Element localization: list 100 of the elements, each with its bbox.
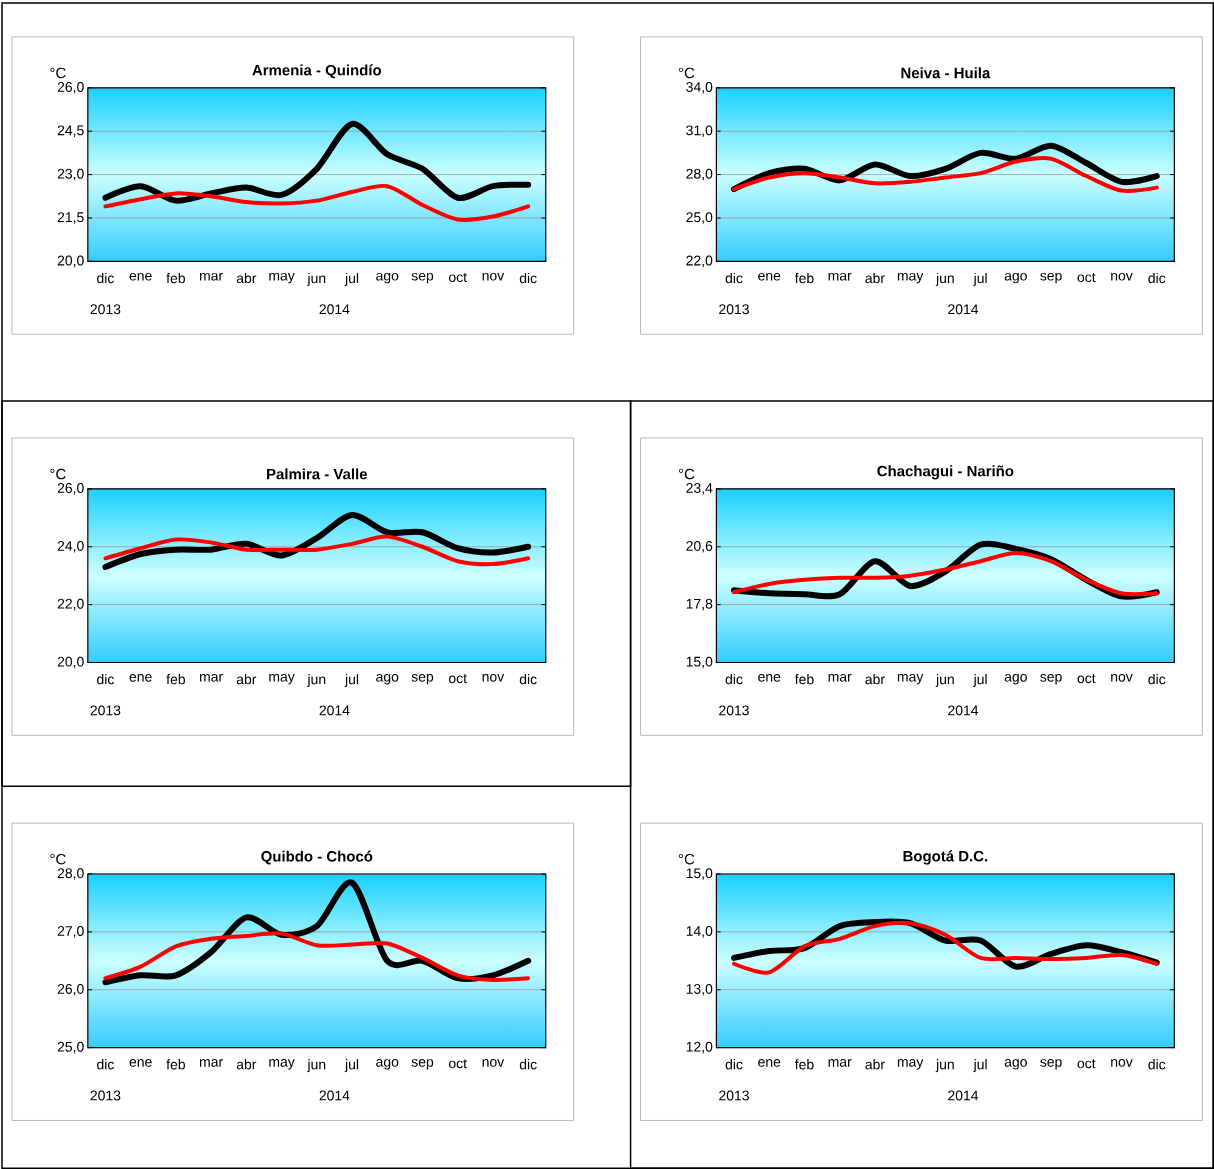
x-tick-label: nov bbox=[482, 673, 505, 682]
x-tick-label: dic bbox=[1148, 1059, 1166, 1070]
x-tick-label: nov bbox=[482, 272, 505, 281]
x-tick-label: dic bbox=[725, 673, 743, 685]
x-tick-label: ago bbox=[376, 272, 399, 284]
x-tick-label: abr bbox=[236, 1059, 257, 1070]
y-tick-label: 23,0 bbox=[57, 168, 84, 181]
chart-title: Palmira - Valle bbox=[267, 468, 368, 480]
x-tick-label: ago bbox=[376, 1059, 399, 1070]
y-tick-label: 31,0 bbox=[686, 125, 713, 137]
y-tick-label: 14,0 bbox=[686, 926, 713, 938]
y-axis-title: °C bbox=[50, 468, 66, 480]
x-tick-label: mar bbox=[828, 673, 852, 682]
x-tick-label: jul bbox=[344, 272, 359, 286]
x-tick-label: jul bbox=[973, 272, 987, 286]
x-tick-label: dic bbox=[1148, 673, 1166, 685]
x-tick-label: jun bbox=[935, 1059, 954, 1073]
x-tick-label: oct bbox=[448, 272, 467, 283]
y-tick-label: 26,0 bbox=[57, 483, 84, 495]
x-tick-label: feb bbox=[166, 272, 185, 284]
x-tick-label: dic bbox=[97, 1059, 114, 1070]
x-tick-label: dic bbox=[519, 272, 537, 284]
x-tick-label: feb bbox=[166, 673, 185, 685]
y-tick-label: 15,0 bbox=[686, 868, 713, 880]
y-tick-label: 26,0 bbox=[57, 983, 84, 996]
y-tick-label: 24,5 bbox=[57, 125, 84, 137]
x-tick-label: may bbox=[897, 673, 924, 685]
x-tick-label: jun bbox=[307, 1059, 326, 1073]
x-tick-label: dic bbox=[519, 673, 537, 685]
y-tick-label: 25,0 bbox=[57, 1041, 84, 1054]
x-tick-label: may bbox=[269, 1059, 295, 1070]
line-series bbox=[732, 550, 1159, 597]
line-series bbox=[103, 183, 531, 222]
x-tick-label: jun bbox=[307, 272, 326, 286]
x-tick-label: sep bbox=[1040, 1059, 1062, 1070]
x-tick-label: may bbox=[269, 272, 295, 284]
text: 2013 bbox=[90, 1090, 121, 1101]
x-tick-label: ene bbox=[129, 673, 152, 682]
x-tick-label: may bbox=[897, 1059, 924, 1070]
y-tick-label: 20,6 bbox=[686, 540, 713, 553]
text: 2013 bbox=[90, 705, 121, 716]
x-tick-label: nov bbox=[1111, 1059, 1133, 1067]
x-tick-label: ene bbox=[758, 673, 781, 682]
y-tick-label: 17,8 bbox=[686, 598, 713, 611]
x-tick-label: abr bbox=[865, 1059, 885, 1070]
chart-title: Chachagui - Nariño bbox=[877, 465, 1014, 480]
x-tick-label: feb bbox=[166, 1059, 185, 1070]
text: 2014 bbox=[948, 1090, 979, 1101]
y-axis-title: °C bbox=[50, 853, 66, 865]
text: 2014 bbox=[319, 304, 350, 315]
y-axis-title: °C bbox=[678, 67, 695, 79]
y-tick-label: 27,0 bbox=[57, 926, 84, 938]
x-tick-label: jul bbox=[344, 673, 359, 687]
x-tick-label: nov bbox=[1111, 272, 1133, 281]
x-tick-label: sep bbox=[1040, 673, 1062, 685]
x-tick-label: jul bbox=[973, 1059, 987, 1073]
x-tick-label: sep bbox=[411, 673, 434, 685]
x-tick-label: sep bbox=[1040, 272, 1062, 284]
chart-title: Neiva - Huila bbox=[901, 67, 991, 79]
x-tick-label: feb bbox=[794, 673, 814, 685]
x-tick-label: dic bbox=[725, 1059, 743, 1070]
chart-title: Bogotá D.C. bbox=[903, 850, 988, 865]
x-tick-label: mar bbox=[200, 673, 223, 682]
x-tick-label: oct bbox=[1077, 673, 1096, 684]
x-tick-label: ago bbox=[1004, 673, 1027, 685]
x-tick-label: jul bbox=[973, 673, 987, 687]
x-tick-label: ene bbox=[129, 1059, 152, 1067]
y-tick-label: 24,0 bbox=[57, 540, 84, 553]
line-series bbox=[103, 534, 531, 567]
x-tick-label: ene bbox=[758, 1059, 781, 1067]
x-tick-label: jun bbox=[307, 673, 326, 687]
text: 2014 bbox=[319, 1090, 350, 1101]
x-tick-label: ago bbox=[1004, 272, 1027, 284]
x-tick-label: oct bbox=[448, 1059, 467, 1069]
x-tick-label: may bbox=[269, 673, 295, 685]
y-tick-label: 22,0 bbox=[686, 255, 713, 268]
x-tick-label: dic bbox=[97, 272, 114, 284]
y-tick-label: 12,0 bbox=[686, 1041, 713, 1054]
x-tick-label: abr bbox=[865, 272, 885, 284]
text: 2013 bbox=[90, 304, 121, 315]
y-tick-label: 26,0 bbox=[57, 81, 84, 94]
x-tick-label: abr bbox=[236, 673, 257, 685]
y-tick-label: 21,5 bbox=[57, 212, 84, 224]
x-tick-label: dic bbox=[725, 272, 743, 284]
text: 2014 bbox=[948, 705, 979, 716]
x-tick-label: mar bbox=[200, 272, 223, 281]
x-tick-label: nov bbox=[482, 1059, 505, 1067]
x-tick-label: jul bbox=[344, 1059, 359, 1073]
x-tick-label: jun bbox=[935, 673, 954, 687]
chart-title: Armenia - Quindío bbox=[252, 64, 382, 79]
x-tick-label: ene bbox=[129, 272, 152, 281]
y-tick-label: 25,0 bbox=[686, 212, 713, 224]
x-tick-label: mar bbox=[828, 1059, 852, 1067]
y-tick-label: 28,0 bbox=[57, 868, 84, 880]
x-tick-label: mar bbox=[828, 272, 852, 281]
line-series bbox=[103, 931, 531, 982]
y-tick-label: 20,0 bbox=[57, 255, 84, 268]
x-tick-label: may bbox=[897, 272, 924, 284]
text: 2014 bbox=[319, 705, 350, 716]
y-axis-title: °C bbox=[678, 468, 695, 480]
